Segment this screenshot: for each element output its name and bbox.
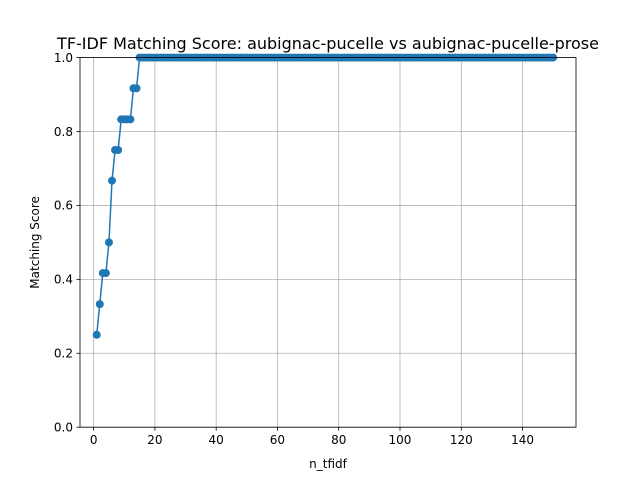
x-axis-label: n_tfidf [309, 457, 347, 471]
data-point [92, 330, 101, 339]
x-tick-label: 140 [511, 433, 534, 447]
y-axis-label: Matching Score [28, 196, 42, 289]
data-point [132, 84, 141, 93]
data-point [108, 176, 117, 185]
y-tick-label: 0.8 [54, 125, 73, 139]
x-tick-label: 120 [450, 433, 473, 447]
y-tick-label: 0.6 [54, 199, 73, 213]
data-point [126, 115, 135, 124]
data-point [114, 146, 123, 154]
y-tick-label: 0.2 [54, 347, 73, 361]
x-tick-label: 100 [389, 433, 412, 447]
data-point [101, 269, 110, 278]
x-tick-label: 20 [147, 433, 162, 447]
x-tick-label: 0 [90, 433, 98, 447]
y-tick-label: 0.4 [54, 273, 73, 287]
x-tick-label: 40 [209, 433, 224, 447]
data-point [95, 300, 104, 309]
data-point [104, 238, 113, 247]
x-tick-label: 80 [331, 433, 346, 447]
chart-title: TF-IDF Matching Score: aubignac-pucelle … [56, 34, 599, 53]
y-tick-label: 0.0 [54, 421, 73, 435]
y-tick-label: 1.0 [54, 51, 73, 65]
plot-frame [79, 57, 577, 428]
tick-layer: 0 20 40 60 80 100 120 140 0.0 0.2 0.4 0.6 0.8 1.0 [54, 51, 534, 447]
x-tick-label: 60 [270, 433, 285, 447]
